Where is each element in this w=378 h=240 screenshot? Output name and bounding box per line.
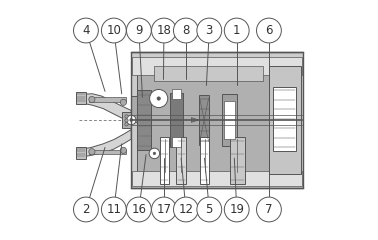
Bar: [89, 150, 126, 154]
Bar: [172, 137, 181, 147]
Bar: [132, 57, 302, 75]
Bar: [131, 52, 303, 188]
Text: 10: 10: [106, 24, 121, 37]
Text: 19: 19: [229, 203, 244, 216]
Circle shape: [174, 197, 198, 222]
Text: 12: 12: [178, 203, 194, 216]
Circle shape: [73, 197, 98, 222]
Text: 2: 2: [82, 203, 90, 216]
Circle shape: [101, 197, 126, 222]
Text: 6: 6: [265, 24, 273, 37]
Text: 11: 11: [106, 203, 121, 216]
Text: 8: 8: [182, 24, 190, 37]
Text: 4: 4: [82, 24, 90, 37]
Bar: [198, 95, 209, 145]
Text: 17: 17: [156, 203, 172, 216]
Circle shape: [224, 18, 249, 43]
Bar: [136, 66, 295, 174]
Polygon shape: [79, 94, 131, 122]
Circle shape: [89, 149, 95, 155]
Bar: [269, 66, 301, 174]
Bar: [131, 52, 303, 188]
Polygon shape: [77, 130, 131, 157]
Circle shape: [120, 147, 127, 153]
Text: 3: 3: [206, 24, 213, 37]
Circle shape: [224, 197, 249, 222]
Circle shape: [153, 152, 156, 155]
Bar: [170, 93, 183, 147]
Circle shape: [257, 197, 281, 222]
Circle shape: [150, 90, 168, 108]
Bar: [132, 171, 302, 186]
Circle shape: [89, 96, 95, 102]
Circle shape: [174, 18, 198, 43]
Circle shape: [125, 123, 128, 126]
Bar: [177, 137, 186, 184]
Text: 5: 5: [206, 203, 213, 216]
Circle shape: [197, 18, 222, 43]
Circle shape: [73, 18, 98, 43]
Text: 7: 7: [265, 203, 273, 216]
Circle shape: [127, 18, 151, 43]
Circle shape: [157, 97, 160, 100]
Bar: [137, 90, 151, 150]
Circle shape: [257, 18, 281, 43]
Polygon shape: [191, 118, 198, 122]
Bar: [76, 147, 86, 159]
Circle shape: [197, 197, 222, 222]
Bar: [172, 89, 181, 99]
Bar: [122, 112, 131, 128]
Circle shape: [149, 148, 160, 159]
Bar: [222, 94, 237, 146]
Circle shape: [101, 18, 126, 43]
Bar: [131, 96, 137, 122]
Bar: [89, 97, 126, 102]
Circle shape: [127, 115, 136, 125]
Text: 16: 16: [132, 203, 146, 216]
Text: 9: 9: [135, 24, 143, 37]
Text: 18: 18: [156, 24, 171, 37]
Bar: [273, 87, 296, 151]
Circle shape: [152, 18, 177, 43]
Text: 1: 1: [233, 24, 240, 37]
Bar: [224, 101, 235, 139]
Circle shape: [152, 197, 177, 222]
Circle shape: [120, 99, 127, 105]
Bar: [154, 66, 263, 81]
Bar: [160, 137, 169, 184]
Bar: [76, 92, 86, 104]
Bar: [200, 137, 209, 184]
Bar: [229, 137, 245, 184]
Circle shape: [125, 119, 128, 122]
Circle shape: [127, 197, 151, 222]
Circle shape: [130, 119, 133, 121]
Circle shape: [125, 115, 128, 118]
